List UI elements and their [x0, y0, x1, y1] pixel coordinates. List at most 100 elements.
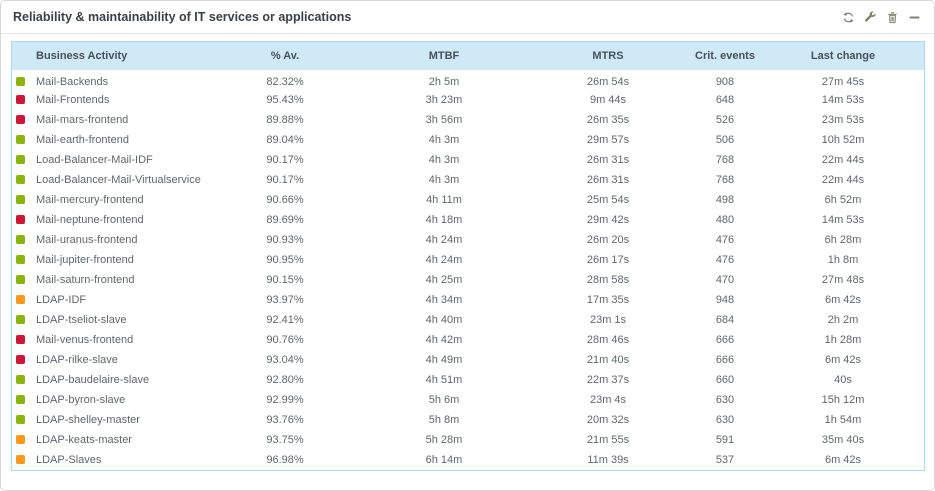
crit-events-value: 666 [715, 354, 735, 366]
mtbf-value: 4h 24m [425, 254, 463, 266]
business-activity-cell: Mail-uranus-frontend [12, 230, 210, 250]
crit-events-value: 660 [715, 374, 735, 386]
last-change-value: 22m 44s [821, 174, 865, 186]
availability-value: 90.17% [266, 154, 304, 166]
table-row: LDAP-rilke-slave 93.04% 4h 49m 21m 40s 6… [12, 350, 924, 370]
refresh-icon [843, 11, 854, 23]
table-row: LDAP-shelley-master 93.76% 5h 8m 20m 32s… [12, 410, 924, 430]
col-business-activity: Business Activity [12, 42, 210, 70]
mtrs-value: 9m 44s [589, 94, 627, 106]
widget-toolbar [841, 10, 922, 25]
availability-value: 92.99% [266, 394, 304, 406]
crit-events-value: 684 [715, 314, 735, 326]
business-activity-label: LDAP-Slaves [36, 454, 102, 466]
mtrs-value: 26m 31s [586, 174, 630, 186]
availability-value: 92.41% [266, 314, 304, 326]
availability-value: 93.97% [266, 294, 304, 306]
business-activity-cell: Mail-jupiter-frontend [12, 250, 210, 270]
status-icon [16, 435, 25, 444]
availability-value: 90.66% [266, 194, 304, 206]
mtrs-value: 23m 1s [589, 314, 627, 326]
business-activity-label: LDAP-baudelaire-slave [36, 374, 150, 386]
mtbf-value: 5h 6m [428, 394, 460, 406]
table-row: Mail-venus-frontend 90.76% 4h 42m 28m 46… [12, 330, 924, 350]
refresh-button[interactable] [841, 10, 856, 25]
mtbf-value: 4h 25m [425, 274, 463, 286]
status-icon [16, 255, 25, 264]
crit-events-value: 480 [715, 214, 735, 226]
delete-button[interactable] [885, 10, 900, 25]
availability-value: 90.95% [266, 254, 304, 266]
business-activity-label: LDAP-byron-slave [36, 394, 126, 406]
widget-body: Business Activity % Av. MTBF MTRS Crit. … [1, 34, 934, 471]
last-change-value: 35m 40s [821, 434, 865, 446]
crit-events-value: 948 [715, 294, 735, 306]
business-activity-cell: LDAP-shelley-master [12, 410, 210, 430]
crit-events-value: 908 [715, 75, 735, 88]
availability-value: 93.76% [266, 414, 304, 426]
business-activity-label: Load-Balancer-Mail-Virtualservice [36, 174, 201, 186]
business-activity-cell: Mail-Backends [12, 70, 210, 90]
table-row: Mail-Backends 82.32% 2h 5m 26m 54s 908 2… [12, 70, 924, 90]
mtrs-value: 21m 40s [586, 354, 630, 366]
config-button[interactable] [863, 10, 878, 25]
mtbf-value: 5h 8m [428, 414, 460, 426]
mtbf-value: 6h 14m [425, 454, 463, 466]
status-icon [16, 215, 25, 224]
last-change-value: 14m 53s [821, 94, 865, 106]
mtrs-value: 26m 20s [586, 234, 630, 246]
last-change-value: 27m 48s [821, 274, 865, 286]
last-change-value: 6m 42s [824, 294, 862, 306]
last-change-value: 14m 53s [821, 214, 865, 226]
mtbf-value: 5h 28m [425, 434, 463, 446]
last-change-value: 1h 28m [824, 334, 862, 346]
reliability-table: Business Activity % Av. MTBF MTRS Crit. … [11, 41, 925, 471]
mtbf-value: 4h 11m [426, 194, 462, 206]
status-icon [16, 95, 25, 104]
availability-value: 82.32% [266, 75, 304, 88]
last-change-value: 23m 53s [821, 114, 865, 126]
mtbf-value: 4h 3m [428, 134, 460, 146]
business-activity-cell: LDAP-Slaves [12, 450, 210, 470]
business-activity-label: LDAP-shelley-master [36, 414, 140, 426]
mtrs-value: 29m 57s [586, 134, 630, 146]
table-header-row: Business Activity % Av. MTBF MTRS Crit. … [12, 42, 924, 70]
mtrs-value: 23m 4s [589, 394, 627, 406]
status-icon [16, 235, 25, 244]
business-activity-cell: Mail-mars-frontend [12, 110, 210, 130]
status-icon [16, 395, 25, 404]
business-activity-label: Mail-mars-frontend [36, 114, 129, 126]
last-change-value: 6m 42s [824, 454, 862, 466]
availability-value: 90.17% [266, 174, 304, 186]
status-icon [16, 315, 25, 324]
wrench-icon [865, 10, 876, 22]
table-row: Mail-mercury-frontend 90.66% 4h 11m 25m … [12, 190, 924, 210]
business-activity-label: Mail-earth-frontend [36, 134, 129, 146]
last-change-value: 6h 52m [824, 194, 862, 206]
crit-events-value: 476 [715, 234, 735, 246]
crit-events-value: 648 [715, 94, 735, 106]
availability-value: 92.80% [266, 374, 304, 386]
business-activity-label: Mail-Backends [36, 75, 109, 88]
crit-events-value: 506 [715, 134, 735, 146]
mtbf-value: 4h 51m [425, 374, 463, 386]
mtrs-value: 11m 39s [587, 454, 629, 466]
minimize-button[interactable] [907, 10, 922, 25]
mtrs-value: 26m 17s [586, 254, 630, 266]
mtbf-value: 4h 42m [425, 334, 463, 346]
last-change-value: 1h 8m [827, 254, 859, 266]
business-activity-cell: Mail-earth-frontend [12, 130, 210, 150]
crit-events-value: 768 [715, 154, 735, 166]
availability-value: 93.04% [266, 354, 304, 366]
table-row: Mail-uranus-frontend 90.93% 4h 24m 26m 2… [12, 230, 924, 250]
table-row: LDAP-tseliot-slave 92.41% 4h 40m 23m 1s … [12, 310, 924, 330]
status-icon [16, 115, 25, 124]
widget-header: Reliability & maintainability of IT serv… [1, 1, 934, 34]
table-row: LDAP-baudelaire-slave 92.80% 4h 51m 22m … [12, 370, 924, 390]
col-mtbf: MTBF [360, 42, 528, 70]
business-activity-label: Load-Balancer-Mail-IDF [36, 154, 153, 166]
last-change-value: 10h 52m [821, 134, 865, 146]
status-icon [16, 135, 25, 144]
crit-events-value: 630 [715, 414, 735, 426]
